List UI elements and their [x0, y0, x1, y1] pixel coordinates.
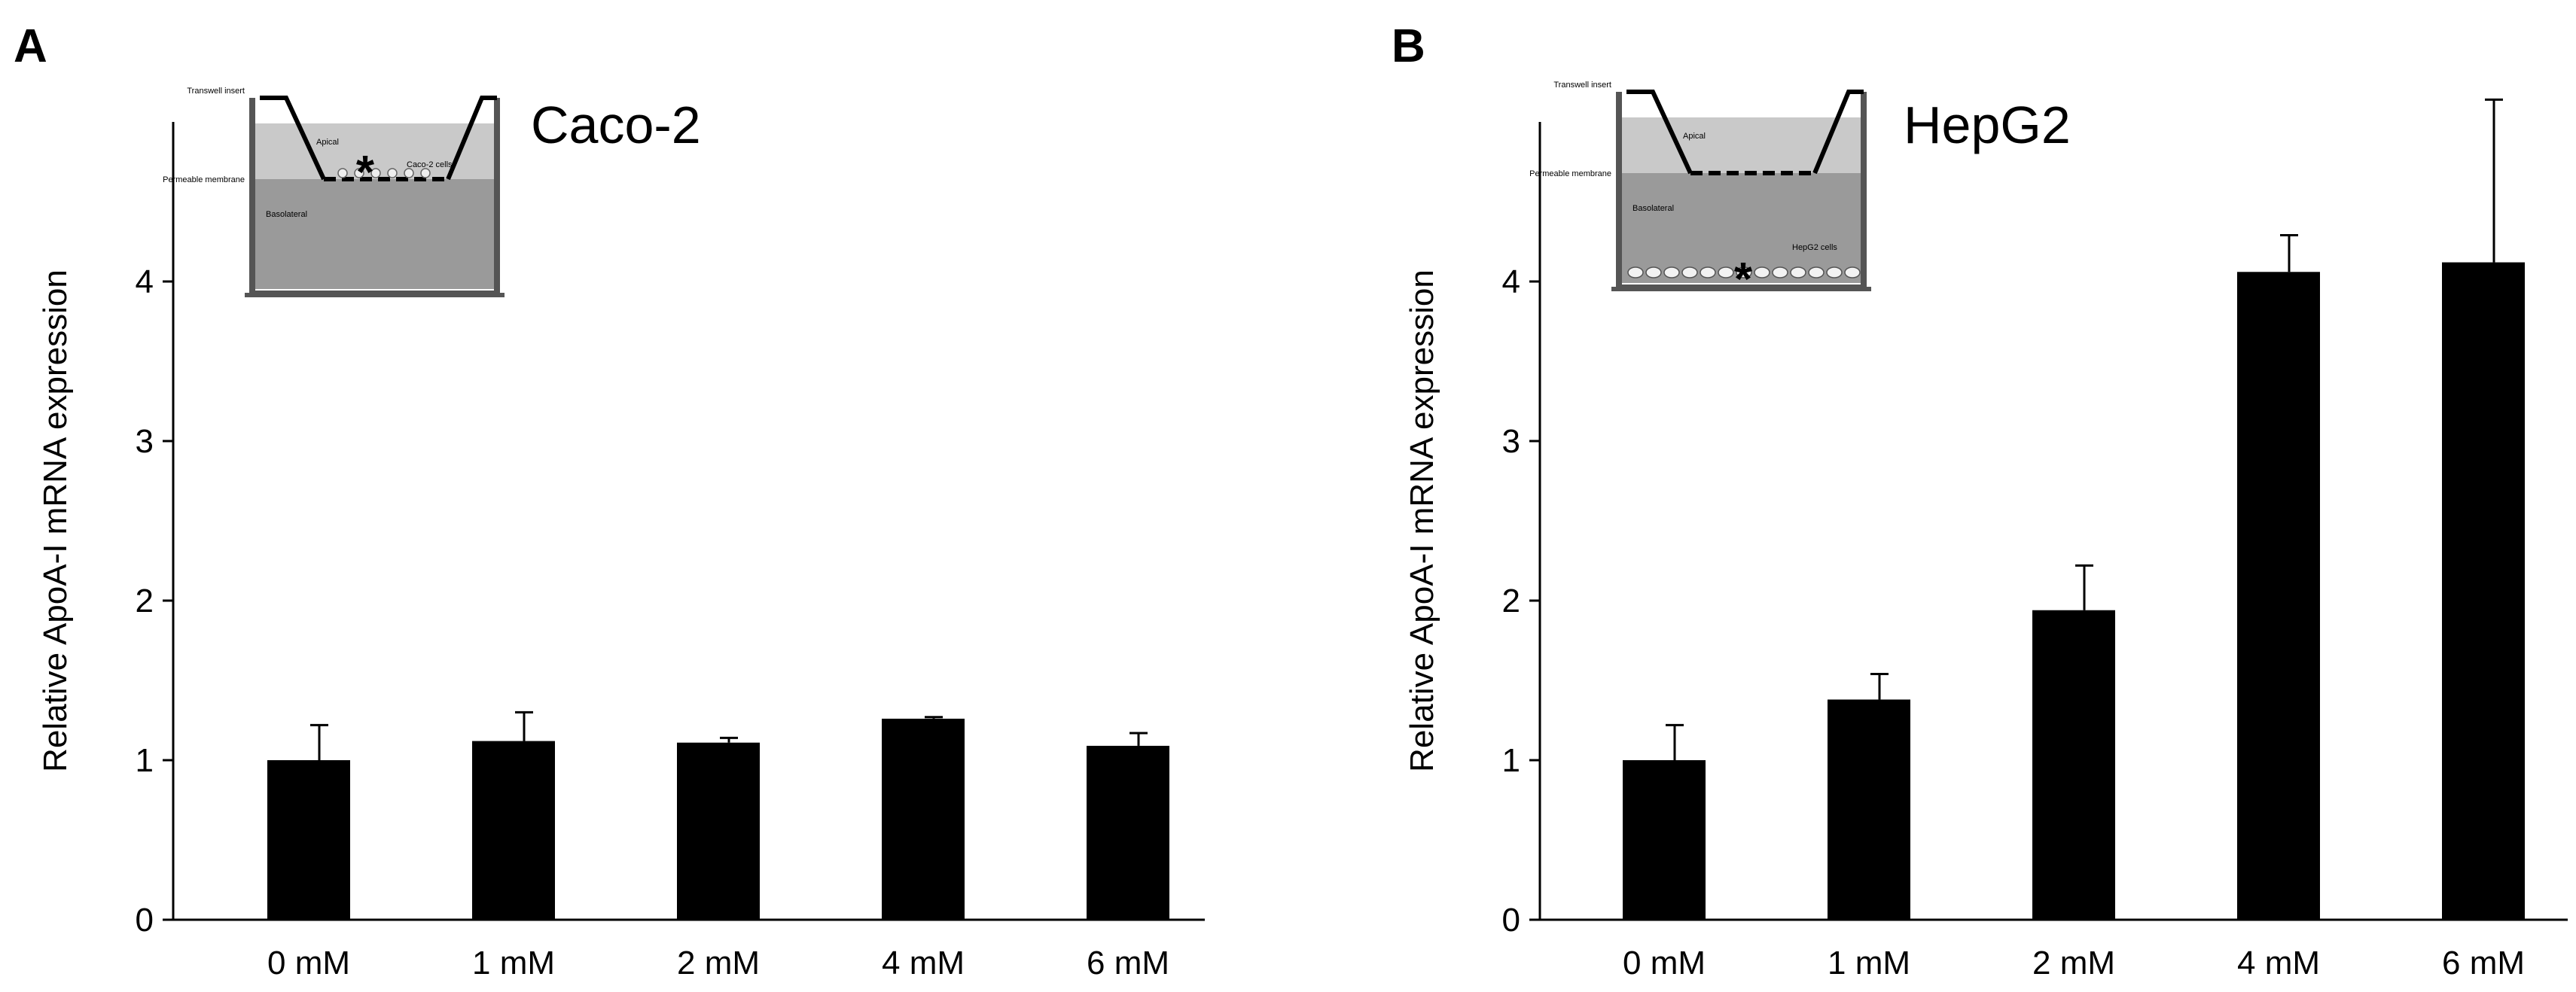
inset-cells-label: Caco-2 cells: [407, 160, 453, 169]
bar: [267, 760, 350, 920]
inset-insert-left: [1626, 90, 1693, 175]
panel-letter: B: [1392, 20, 1425, 72]
x-tick-label: 0 mM: [267, 945, 350, 981]
y-tick-label: 1: [136, 742, 154, 779]
inset-insert-right: [1812, 90, 1864, 175]
inset-basolateral-fluid: [1619, 173, 1864, 283]
y-tick-label: 0: [1502, 902, 1520, 939]
inset-membrane-label: Permeable membrane: [1529, 169, 1611, 178]
cell-line-title: Caco-2: [531, 96, 701, 154]
bar: [2032, 610, 2115, 920]
y-axis-label: Relative ApoA-I mRNA expression: [1404, 269, 1440, 772]
inset-cell: [1772, 266, 1788, 278]
bar: [2442, 262, 2525, 920]
inset-cell: [1826, 266, 1843, 278]
x-tick-label: 2 mM: [677, 945, 760, 981]
inset-cell: [420, 168, 431, 178]
y-tick-label: 2: [1502, 583, 1520, 619]
bar: [1828, 699, 1910, 920]
panel-b: B 0 1 2 3 4 Relative ApoA-I mRNA expression 0 m…: [1392, 20, 2568, 981]
inset-cell: [387, 168, 398, 178]
x-tick-label: 2 mM: [2032, 945, 2115, 981]
bar: [2237, 272, 2320, 920]
y-tick-label: 2: [136, 583, 154, 619]
x-tick-label: 6 mM: [1087, 945, 1169, 981]
y-tick-label: 0: [136, 902, 154, 939]
cell-line-title: HepG2: [1904, 96, 2071, 154]
y-tick-label: 4: [136, 263, 154, 300]
inset-cell: [370, 168, 381, 178]
inset-cell: [1681, 266, 1698, 278]
inset-asterisk: *: [1734, 254, 1753, 306]
inset-cell: [1645, 266, 1662, 278]
inset-cell: [1754, 266, 1770, 278]
inset-cell: [1808, 266, 1825, 278]
bar: [882, 718, 965, 920]
y-tick-label: 1: [1502, 742, 1520, 779]
bar: [1623, 760, 1706, 920]
y-tick-label: 3: [136, 423, 154, 460]
x-tick-label: 1 mM: [1828, 945, 1910, 981]
inset-cell: [1718, 266, 1734, 278]
panel-letter: A: [14, 20, 47, 72]
inset-transwell-label: Transwell insert: [1553, 81, 1611, 90]
inset-asterisk: *: [356, 147, 375, 199]
bar: [472, 741, 555, 920]
x-tick-label: 4 mM: [2237, 945, 2320, 981]
y-tick-label: 4: [1502, 263, 1520, 300]
inset-cell: [1736, 266, 1752, 278]
y-axis-label: Relative ApoA-I mRNA expression: [37, 269, 74, 772]
x-tick-label: 6 mM: [2442, 945, 2525, 981]
inset-cell: [1700, 266, 1716, 278]
x-tick-label: 4 mM: [882, 945, 965, 981]
bar: [677, 742, 760, 920]
inset-basolateral-label: Basolateral: [1632, 204, 1674, 213]
inset-apical-label: Apical: [316, 138, 339, 147]
inset-membrane-label: Permeable membrane: [163, 175, 245, 184]
bar: [1087, 745, 1169, 920]
inset-cells-label: HepG2 cells: [1792, 243, 1837, 252]
x-tick-label: 1 mM: [472, 945, 555, 981]
y-tick-label: 3: [1502, 423, 1520, 460]
inset-apical-label: Apical: [1683, 132, 1706, 141]
inset-insert-left: [260, 96, 326, 181]
panel-a: A 0 1 2 3 4 Relative ApoA-I mRNA expression 0 m…: [14, 20, 1205, 981]
inset-cell: [1844, 266, 1861, 278]
x-tick-label: 0 mM: [1623, 945, 1706, 981]
inset-insert-right: [446, 96, 497, 181]
inset-cell: [354, 168, 364, 178]
inset-cell: [404, 168, 414, 178]
inset-cell: [1663, 266, 1680, 278]
inset-cell: [337, 168, 348, 178]
inset-cell: [1790, 266, 1806, 278]
inset-basolateral-fluid: [252, 179, 497, 289]
inset-cell: [1627, 266, 1644, 278]
inset-basolateral-label: Basolateral: [266, 210, 307, 219]
inset-transwell-label: Transwell insert: [187, 87, 245, 96]
